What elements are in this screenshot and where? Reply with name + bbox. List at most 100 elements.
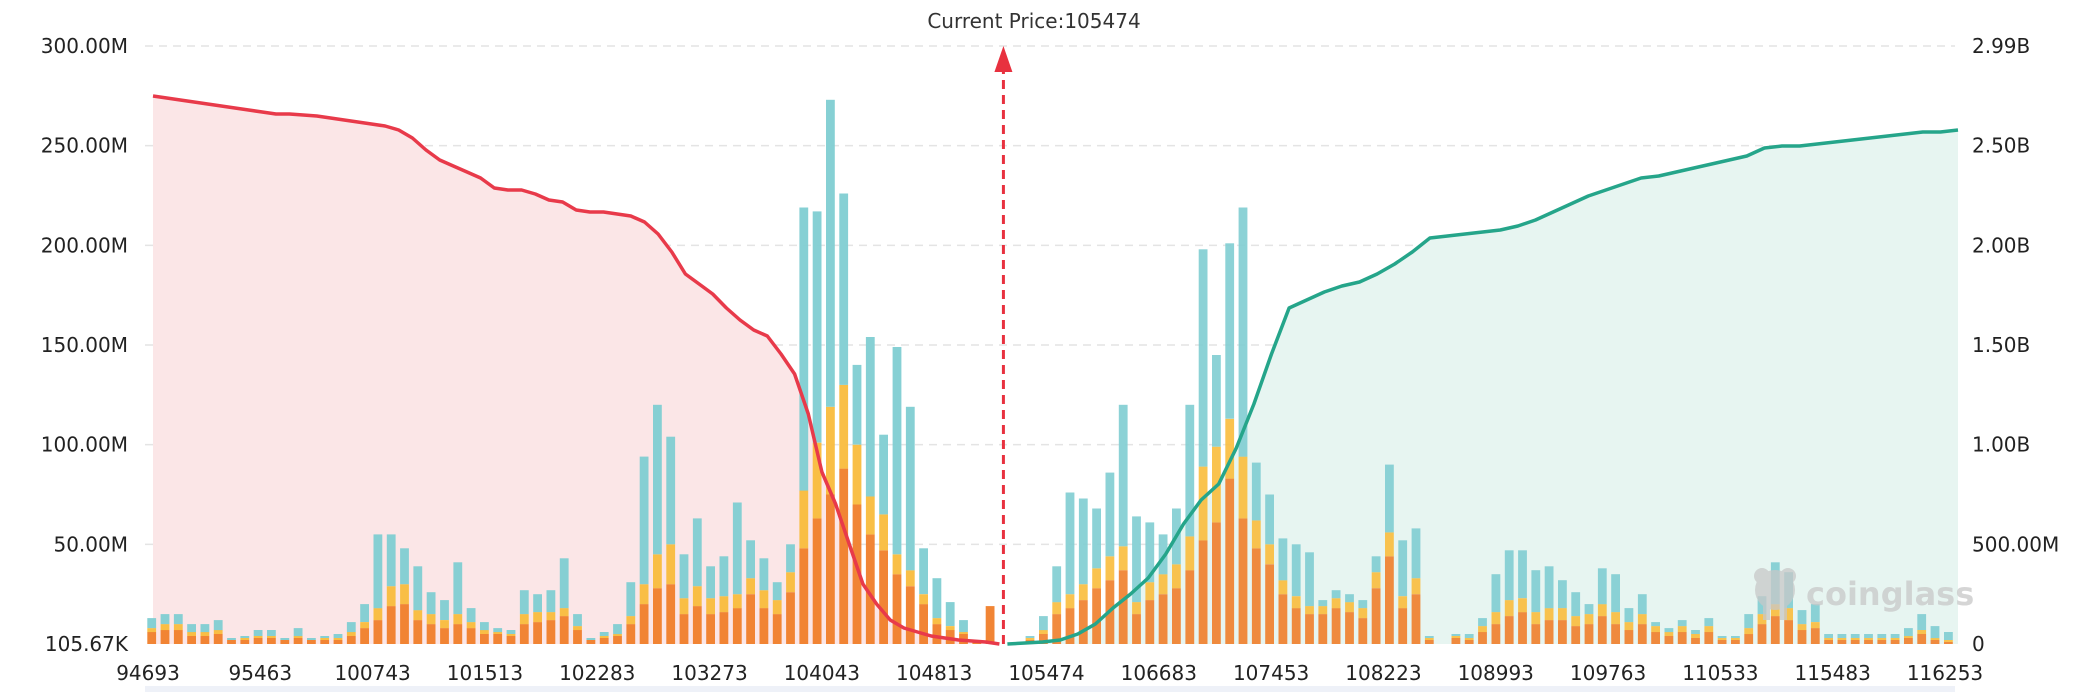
- bar-series-1: [772, 614, 782, 644]
- bar-series-2: [1478, 626, 1487, 633]
- bar-series-2: [1318, 606, 1328, 615]
- bar-series-1: [1717, 640, 1727, 644]
- bar-series-1: [519, 624, 529, 644]
- bar-series-3: [1025, 636, 1035, 638]
- bar-series-3: [865, 337, 875, 497]
- bar-series-2: [1531, 612, 1541, 625]
- bar-series-1: [1691, 638, 1700, 644]
- bar-series-3: [839, 193, 849, 385]
- bar-series-1: [173, 630, 183, 644]
- bar-series-1: [1265, 564, 1274, 644]
- bar-series-1: [919, 604, 928, 644]
- bar-series-2: [1904, 636, 1913, 638]
- bar-series-1: [386, 606, 396, 644]
- bar-series-2: [746, 578, 755, 595]
- bar-series-1: [1371, 588, 1381, 644]
- bar-series-3: [1864, 634, 1873, 638]
- bar-series-3: [1504, 550, 1514, 601]
- bar-series-2: [959, 632, 968, 634]
- bar-series-3: [626, 582, 636, 617]
- bar-series-1: [333, 640, 343, 644]
- cumulative-line-layer: [152, 94, 1959, 646]
- bar-series-3: [1331, 590, 1341, 599]
- bar-series-3: [1837, 634, 1847, 638]
- bar-series-1: [1877, 640, 1887, 644]
- y-right-tick-label: 2.00B: [1972, 233, 2030, 257]
- bar-series-3: [1584, 604, 1594, 615]
- bar-series-3: [613, 624, 622, 635]
- bar-series-1: [932, 624, 942, 644]
- y-right-tick-label: 0: [1972, 632, 1985, 656]
- bar-series-2: [839, 384, 849, 469]
- bar-series-1: [1704, 632, 1714, 644]
- bar-series-2: [1424, 638, 1434, 640]
- x-tick-label: 110533: [1682, 661, 1758, 685]
- bar-series-2: [1770, 604, 1780, 617]
- bar-series-1: [213, 634, 223, 644]
- x-tick-label: 115483: [1795, 661, 1871, 685]
- bar-series-2: [812, 442, 822, 519]
- bar-series-1: [759, 608, 769, 644]
- bar-series-3: [1611, 574, 1620, 613]
- bar-series-3: [1824, 634, 1833, 638]
- bar-series-1: [413, 620, 423, 644]
- bar-series-3: [253, 630, 263, 636]
- bar-series-2: [173, 624, 183, 631]
- bar-series-2: [440, 620, 449, 629]
- bar-series-3: [759, 558, 769, 591]
- x-tick-label: 116253: [1907, 661, 1983, 685]
- bar-series-2: [639, 584, 649, 605]
- bar-series-1: [692, 606, 702, 644]
- x-tick-label: 106683: [1121, 661, 1197, 685]
- bar-series-2: [240, 638, 250, 640]
- bar-series-1: [493, 634, 503, 644]
- bar-series-2: [799, 490, 809, 549]
- bar-series-1: [320, 640, 330, 644]
- bar-series-1: [1731, 640, 1740, 644]
- bar-series-1: [679, 614, 689, 644]
- bar-series-1: [945, 630, 955, 644]
- bar-series-3: [1185, 404, 1195, 537]
- bar-series-1: [1212, 522, 1221, 644]
- bar-series-2: [413, 610, 423, 621]
- bar-series-1: [666, 584, 676, 644]
- bar-series-1: [1571, 626, 1581, 644]
- bar-series-1: [1052, 614, 1062, 644]
- y-left-tick-label: 100.00M: [41, 433, 128, 457]
- bar-series-1: [1478, 632, 1487, 644]
- bar-series-3: [1291, 544, 1301, 597]
- bar-series-3: [1890, 634, 1900, 638]
- bar-series-3: [1371, 556, 1381, 573]
- bar-series-2: [1345, 602, 1354, 613]
- bar-series-3: [1664, 628, 1674, 633]
- watermark-text: coinglass: [1806, 575, 1974, 613]
- bar-series-3: [666, 436, 676, 545]
- bar-series-1: [1824, 640, 1833, 644]
- bar-series-3: [440, 600, 449, 620]
- bar-series-3: [1651, 622, 1660, 627]
- bar-series-2: [759, 590, 769, 609]
- long-cumulative-line: [152, 94, 1000, 646]
- bar-series-2: [1504, 600, 1514, 616]
- y-left-tick-label: 50.00M: [53, 532, 128, 556]
- bar-series-1: [440, 628, 449, 644]
- bar-series-2: [346, 632, 356, 636]
- bar-series-2: [480, 630, 489, 634]
- short-cumulative-line: [1007, 128, 1959, 646]
- bar-series-2: [852, 444, 862, 505]
- bar-series-2: [160, 624, 170, 631]
- bar-series-2: [1651, 626, 1660, 633]
- bar-series-3: [1558, 580, 1567, 609]
- bar-series-1: [1225, 478, 1235, 644]
- bar-series-1: [1345, 612, 1354, 644]
- bar-series-3: [147, 618, 157, 629]
- bar-series-1: [879, 550, 888, 644]
- bar-series-3: [1544, 566, 1554, 609]
- bar-series-1: [1917, 634, 1927, 644]
- bar-series-2: [692, 586, 702, 607]
- bar-series-2: [187, 632, 196, 636]
- bar-series-2: [1132, 602, 1141, 615]
- x-tick-label: 108223: [1345, 661, 1421, 685]
- bar-series-3: [786, 544, 795, 573]
